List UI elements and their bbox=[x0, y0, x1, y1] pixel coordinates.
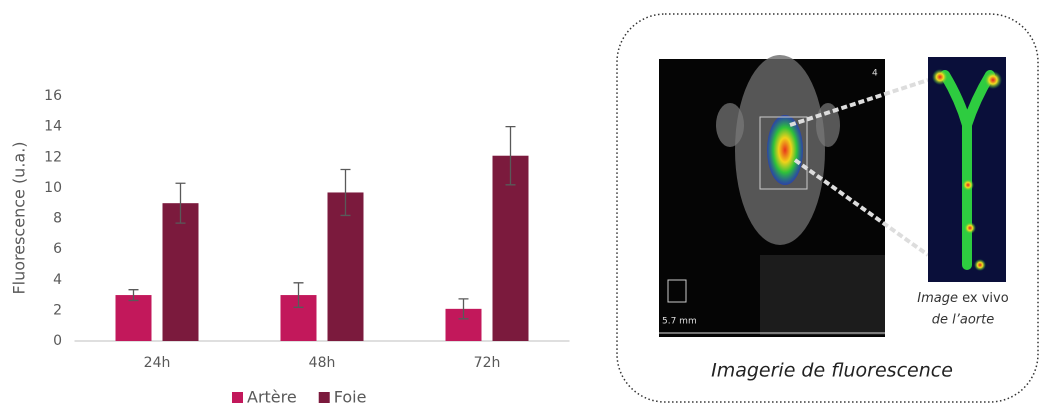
y-tick-label: 2 bbox=[53, 302, 62, 318]
mouse-paw bbox=[816, 103, 840, 147]
legend-swatch bbox=[318, 392, 330, 403]
aorta-caption: de l’aorte bbox=[932, 313, 995, 328]
legend-label: Foie bbox=[334, 388, 367, 407]
bar bbox=[327, 192, 364, 341]
scale-bar: 5.7 mm bbox=[662, 317, 697, 327]
error-bar bbox=[505, 125, 516, 186]
panel-title: Imagerie de fluorescence bbox=[711, 360, 953, 382]
caption-part: Image bbox=[917, 291, 958, 306]
error-bar bbox=[293, 282, 304, 308]
y-tick-label: 6 bbox=[53, 241, 62, 257]
bar bbox=[162, 203, 199, 341]
legend-swatch bbox=[232, 392, 243, 403]
aorta-spot bbox=[964, 222, 976, 234]
connector bbox=[793, 158, 930, 257]
image-panel: 4 5.7 mm Image ex vivo de l’aorte Imager… bbox=[616, 13, 1039, 403]
bar bbox=[115, 295, 152, 341]
error-bar bbox=[340, 168, 351, 217]
y-tick-label: 12 bbox=[44, 149, 62, 165]
x-tick-label: 24h bbox=[144, 355, 171, 371]
y-tick-label: 0 bbox=[53, 333, 62, 349]
y-axis-label: Fluorescence (u.a.) bbox=[10, 141, 29, 294]
aorta-spot bbox=[932, 69, 948, 85]
aorta-spot bbox=[974, 259, 986, 271]
aorta-spot bbox=[962, 179, 974, 191]
image-stage bbox=[760, 255, 885, 335]
y-tick-label: 16 bbox=[44, 88, 62, 104]
error-bar bbox=[175, 182, 186, 224]
aorta-caption: Image ex vivo bbox=[917, 291, 1008, 306]
caption-part: ex vivo bbox=[962, 291, 1009, 306]
legend-label: Artère bbox=[247, 388, 297, 407]
error-bar bbox=[458, 298, 469, 320]
x-tick-label: 72h bbox=[474, 355, 501, 371]
image-label: 4 bbox=[872, 69, 878, 79]
connector bbox=[789, 78, 929, 127]
bar bbox=[492, 155, 529, 341]
y-tick-label: 4 bbox=[53, 272, 62, 288]
zoom-box bbox=[759, 116, 808, 190]
error-bar bbox=[128, 289, 139, 302]
heat-signal bbox=[767, 115, 803, 185]
y-tick-label: 8 bbox=[53, 211, 62, 227]
scale-box bbox=[667, 279, 687, 303]
mouse-paw bbox=[716, 103, 744, 147]
aorta-spot bbox=[984, 71, 1002, 89]
x-tick-label: 48h bbox=[309, 355, 336, 371]
y-tick-label: 14 bbox=[44, 119, 62, 135]
y-tick-label: 10 bbox=[44, 180, 62, 196]
